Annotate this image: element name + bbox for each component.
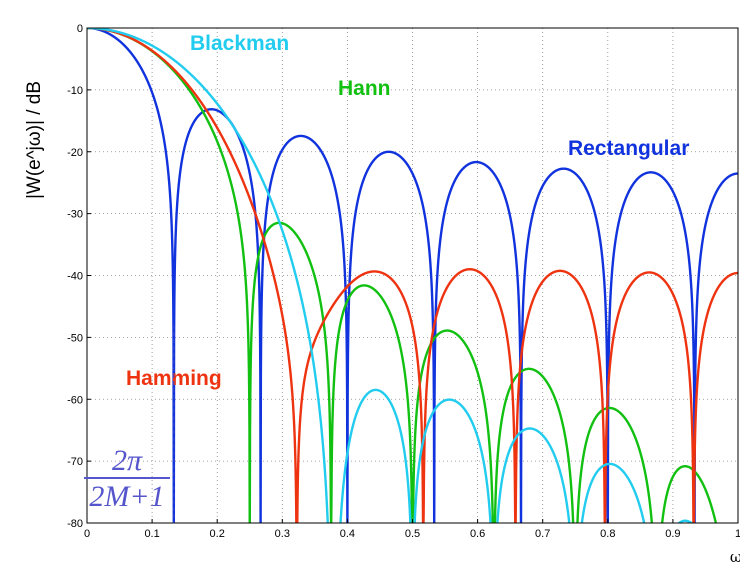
label-rectangular: Rectangular xyxy=(568,137,689,160)
series-line-rectangular xyxy=(87,28,738,523)
series-line-hann xyxy=(87,28,718,523)
y-ticks: 0 -10 -20 -30 -40 -50 -60 -70 -80 xyxy=(67,23,91,530)
x-tick-label: 0.5 xyxy=(405,528,420,540)
annotation-numerator: 2π xyxy=(112,444,143,477)
label-blackman: Blackman xyxy=(190,32,289,55)
x-tick-label: 0.9 xyxy=(665,528,680,540)
y-tick-label: -20 xyxy=(67,147,83,159)
x-tick-label: 0.7 xyxy=(535,528,550,540)
x-tick-label: 0.6 xyxy=(470,528,485,540)
plot-area xyxy=(87,28,738,523)
x-tick-label: 0.4 xyxy=(340,528,355,540)
annotation-denominator: 2M+1 xyxy=(89,480,164,513)
y-tick-label: -80 xyxy=(67,518,83,530)
label-hann: Hann xyxy=(338,77,391,100)
x-tick-label: 0.2 xyxy=(210,528,225,540)
x-ticks: 0 0.1 0.2 0.3 0.4 0.5 0.6 0.7 0.8 0.9 1 xyxy=(84,519,740,540)
y-tick-label: -40 xyxy=(67,271,83,283)
x-tick-label: 0.8 xyxy=(600,528,615,540)
y-tick-label: -10 xyxy=(67,85,83,97)
label-hamming: Hamming xyxy=(126,367,222,390)
x-tick-label: 1 xyxy=(735,528,740,540)
series-line-hamming xyxy=(87,28,738,523)
y-tick-label: -30 xyxy=(67,209,83,221)
x-tick-label: 0.1 xyxy=(144,528,159,540)
y-tick-label: 0 xyxy=(77,23,83,35)
y-tick-label: -70 xyxy=(67,456,83,468)
y-tick-label: -60 xyxy=(67,394,83,406)
y-tick-label: -50 xyxy=(67,332,83,344)
x-axis-label: ω xyxy=(730,548,740,565)
series-line-blackman xyxy=(87,28,694,523)
y-axis-label: |W(e^jω)| / dB xyxy=(24,81,45,199)
x-tick-label: 0 xyxy=(84,528,90,540)
x-tick-label: 0.3 xyxy=(275,528,290,540)
